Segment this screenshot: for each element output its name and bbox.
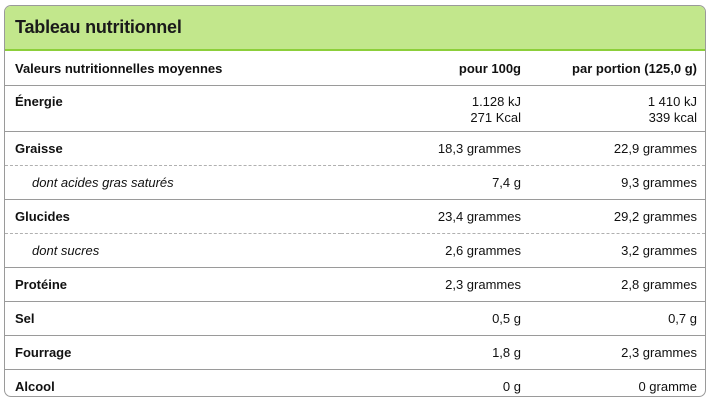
- table-row: Graisse 18,3 grammes 22,9 grammes: [5, 131, 705, 166]
- column-header-nutrient: Valeurs nutritionnelles moyennes: [5, 51, 341, 86]
- card-title: Tableau nutritionnel: [15, 17, 182, 37]
- nutrient-label: Fourrage: [5, 335, 341, 370]
- portion-value: 2,3 grammes: [521, 335, 705, 370]
- nutrient-label: Graisse: [5, 131, 341, 166]
- per100-value: 0,5 g: [341, 301, 521, 336]
- portion-value: 29,2 grammes: [521, 199, 705, 234]
- nutrient-label: Alcool: [15, 379, 55, 394]
- table-row: Glucides 23,4 grammes 29,2 grammes: [5, 199, 705, 234]
- nutrition-table-card: Tableau nutritionnel Valeurs nutritionne…: [4, 5, 706, 397]
- per100-value: 0 g: [502, 379, 521, 394]
- portion-value: 1 410 kJ 339 kcal: [521, 85, 705, 132]
- nutrient-label: Sel: [5, 301, 341, 336]
- portion-value: 3,2 grammes: [521, 233, 705, 268]
- nutrition-table: Valeurs nutritionnelles moyennes pour 10…: [5, 51, 705, 397]
- portion-kj: 1 410 kJ: [647, 94, 697, 109]
- portion-value: 22,9 grammes: [521, 131, 705, 166]
- table-header-row: Valeurs nutritionnelles moyennes pour 10…: [5, 51, 705, 86]
- nutrient-label: Protéine: [5, 267, 341, 302]
- per100-value: 1.128 kJ 271 Kcal: [341, 85, 521, 132]
- per100-value: 2,3 grammes: [341, 267, 521, 302]
- portion-value: 0 gramme: [638, 379, 697, 394]
- table-row: Alcool 0 g 0 gramme: [5, 370, 705, 397]
- column-header-per100: pour 100g: [341, 51, 521, 86]
- table-row: Protéine 2,3 grammes 2,8 grammes: [5, 267, 705, 302]
- table-row: Sel 0,5 g 0,7 g: [5, 301, 705, 336]
- per100-value: 18,3 grammes: [341, 131, 521, 166]
- table-row: dont acides gras saturés 7,4 g 9,3 gramm…: [5, 165, 705, 200]
- per100-value: 1,8 g: [341, 335, 521, 370]
- nutrient-label: dont sucres: [5, 233, 341, 268]
- card-header: Tableau nutritionnel: [5, 6, 705, 51]
- portion-value: 2,8 grammes: [521, 267, 705, 302]
- portion-kcal: 339 kcal: [648, 110, 697, 125]
- nutrient-label: Énergie: [5, 85, 341, 132]
- nutrient-label: Glucides: [5, 199, 341, 234]
- table-row: Fourrage 1,8 g 2,3 grammes: [5, 335, 705, 370]
- column-header-portion: par portion (125,0 g): [521, 51, 705, 86]
- portion-value: 9,3 grammes: [521, 165, 705, 200]
- portion-value: 0,7 g: [521, 301, 705, 336]
- per100-value: 23,4 grammes: [341, 199, 521, 234]
- table-row-energy: Énergie 1.128 kJ 271 Kcal 1 410 kJ 339 kca…: [5, 85, 705, 132]
- per100-value: 7,4 g: [341, 165, 521, 200]
- per100-kj: 1.128 kJ: [471, 94, 521, 109]
- per100-value: 2,6 grammes: [341, 233, 521, 268]
- nutrient-label: dont acides gras saturés: [5, 165, 341, 200]
- table-row: dont sucres 2,6 grammes 3,2 grammes: [5, 233, 705, 268]
- per100-kcal: 271 Kcal: [470, 110, 521, 125]
